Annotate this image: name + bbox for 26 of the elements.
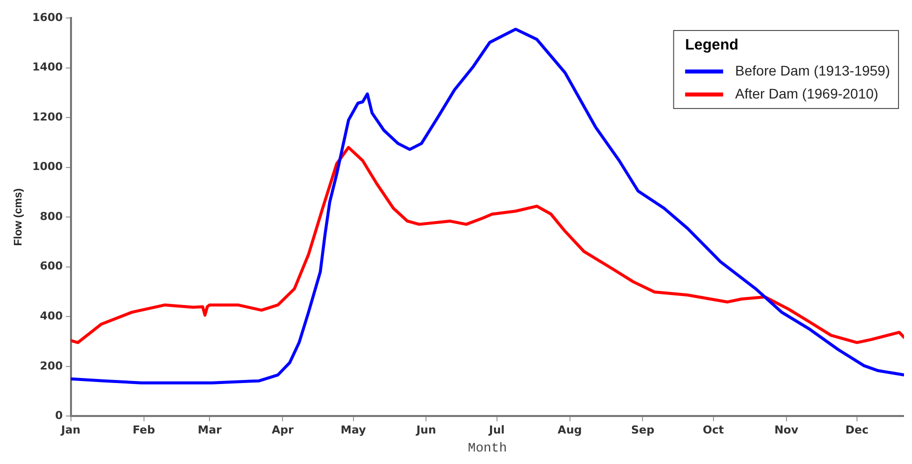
x-tick-label: Jun <box>415 424 436 437</box>
y-tick-label: 200 <box>40 359 64 372</box>
y-axis-title: Flow (cms) <box>12 188 25 246</box>
x-tick-label: May <box>340 424 366 437</box>
legend-label: After Dam (1969-2010) <box>735 85 878 102</box>
y-tick-label: 1200 <box>32 110 64 124</box>
x-tick-label: Jul <box>488 424 505 437</box>
y-tick-label: 1600 <box>32 10 64 24</box>
y-tick-label: 600 <box>40 260 64 273</box>
x-axis-title: Month <box>468 440 507 456</box>
legend-title: Legend <box>685 36 738 54</box>
x-tick-label: Oct <box>702 424 724 437</box>
x-tick-label: Mar <box>198 424 222 437</box>
x-tick-label: Dec <box>845 424 868 437</box>
x-tick-label: Apr <box>272 424 294 437</box>
x-tick-label: Feb <box>132 424 156 437</box>
x-tick-label: Aug <box>558 424 582 437</box>
legend-label: Before Dam (1913-1959) <box>735 62 890 78</box>
y-tick-label: 1400 <box>32 60 64 74</box>
y-tick-label: 0 <box>55 409 64 422</box>
x-tick-label: Sep <box>631 424 654 437</box>
x-tick-label: Jan <box>60 424 80 437</box>
y-tick-label: 400 <box>40 310 64 323</box>
y-tick-label: 1000 <box>32 160 64 174</box>
y-tick-label: 800 <box>40 210 64 223</box>
x-tick-label: Nov <box>774 424 800 437</box>
